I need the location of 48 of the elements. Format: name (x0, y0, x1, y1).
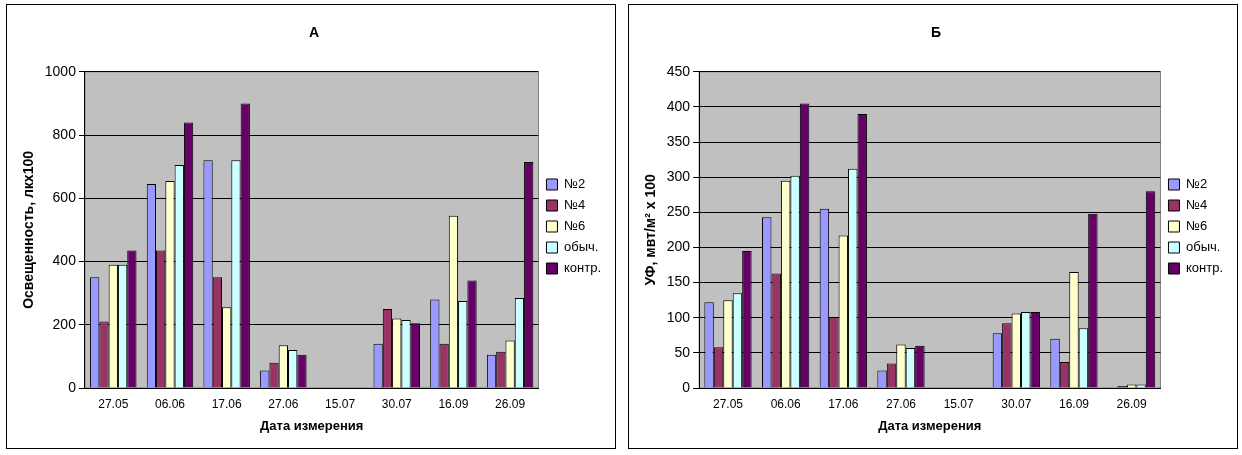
legend-label: обыч. (563, 239, 599, 255)
x-tick-label: 30.07 (381, 396, 413, 411)
legend-label: №4 (1185, 197, 1208, 213)
legend-label: №6 (1185, 218, 1208, 234)
x-tick-label: 16.09 (1058, 396, 1090, 411)
x-tick-label: 26.09 (1116, 396, 1147, 411)
y-tick-label: 0 (682, 378, 691, 395)
x-tick-label: 16.09 (438, 396, 469, 411)
y-tick-label: 400 (666, 97, 691, 114)
x-tick-label: 06.06 (154, 396, 186, 411)
y-tick-label: 250 (666, 203, 691, 220)
y-axis-title: Освещенность, лкх100 (20, 150, 37, 309)
x-tick-label: 27.06 (885, 396, 917, 411)
x-tick-label: 17.06 (211, 396, 243, 411)
x-tick-label: 30.07 (1001, 396, 1032, 411)
x-tick-label: 27.05 (98, 396, 129, 411)
x-tick-label: 27.06 (268, 396, 299, 411)
y-tick-label: 1000 (44, 62, 77, 79)
y-tick-label: 150 (666, 273, 691, 290)
x-tick-label: 15.07 (943, 396, 974, 411)
legend-label: №2 (1185, 176, 1208, 192)
y-tick-label: 200 (666, 238, 691, 255)
legend-label: контр. (563, 260, 602, 276)
legend-label: №4 (563, 197, 586, 213)
x-tick-label: 17.06 (828, 396, 859, 411)
x-tick-label: 27.05 (712, 396, 744, 411)
y-tick-label: 800 (52, 125, 77, 142)
x-tick-label: 26.09 (495, 396, 526, 411)
y-tick-label: 300 (666, 168, 691, 185)
y-axis-title: УФ, мвт/м² х 100 (642, 174, 659, 286)
x-axis-title: Дата измерения (878, 417, 982, 433)
y-tick-label: 50 (674, 343, 691, 360)
y-tick-label: 100 (666, 308, 691, 325)
y-tick-label: 450 (666, 62, 691, 79)
chart-title: А (308, 24, 320, 41)
y-tick-label: 0 (68, 378, 77, 395)
legend-label: обыч. (1185, 239, 1221, 255)
legend-label: №6 (563, 218, 586, 234)
x-axis-title: Дата измерения (260, 417, 364, 433)
legend-label: контр. (1185, 260, 1224, 276)
chart-title: Б (930, 24, 942, 41)
y-tick-label: 600 (52, 189, 77, 206)
y-tick-label: 400 (52, 252, 77, 269)
y-tick-label: 350 (666, 132, 691, 149)
x-tick-label: 15.07 (325, 396, 356, 411)
y-tick-label: 200 (52, 315, 77, 332)
legend-label: №2 (563, 176, 586, 192)
x-tick-label: 06.06 (770, 396, 801, 411)
